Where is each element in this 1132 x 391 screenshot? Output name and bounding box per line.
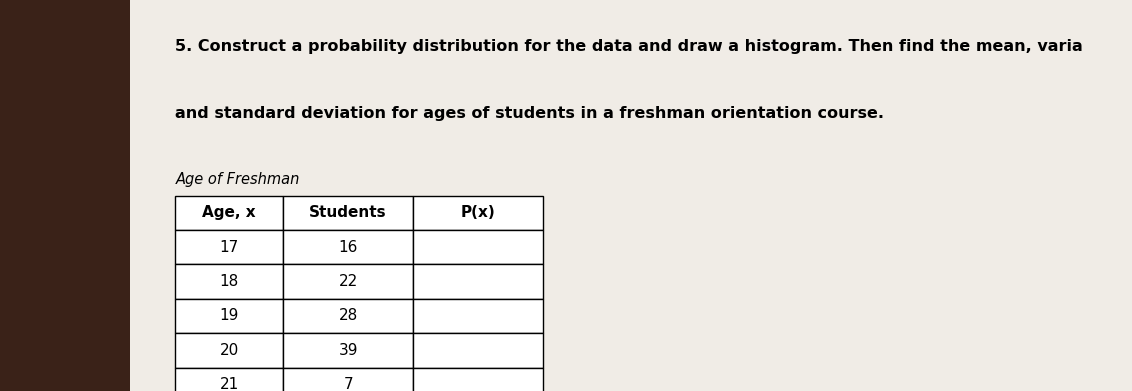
Bar — [413, 368, 543, 391]
Bar — [283, 333, 413, 368]
Text: 18: 18 — [220, 274, 239, 289]
Text: 21: 21 — [220, 377, 239, 391]
Text: 20: 20 — [220, 343, 239, 358]
Bar — [175, 230, 283, 264]
Bar — [283, 264, 413, 299]
Bar — [283, 299, 413, 333]
Bar — [413, 299, 543, 333]
Bar — [175, 368, 283, 391]
Bar — [283, 230, 413, 264]
Bar — [283, 368, 413, 391]
Text: 5. Construct a probability distribution for the data and draw a histogram. Then : 5. Construct a probability distribution … — [175, 39, 1083, 54]
Bar — [413, 230, 543, 264]
Bar — [175, 264, 283, 299]
Bar — [130, 0, 1132, 391]
Text: Age of Freshman: Age of Freshman — [175, 172, 300, 187]
Text: 7: 7 — [343, 377, 353, 391]
Text: 16: 16 — [338, 240, 358, 255]
Text: 28: 28 — [338, 308, 358, 323]
Bar — [0, 0, 130, 391]
Text: and standard deviation for ages of students in a freshman orientation course.: and standard deviation for ages of stude… — [175, 106, 884, 120]
Bar — [175, 333, 283, 368]
Text: P(x): P(x) — [461, 205, 496, 220]
Bar — [175, 299, 283, 333]
Text: 19: 19 — [220, 308, 239, 323]
Text: 22: 22 — [338, 274, 358, 289]
Bar — [175, 196, 283, 230]
Bar — [413, 196, 543, 230]
Bar — [413, 264, 543, 299]
Text: Students: Students — [309, 205, 387, 220]
Text: Age, x: Age, x — [203, 205, 256, 220]
Bar — [283, 196, 413, 230]
Text: 17: 17 — [220, 240, 239, 255]
Text: 39: 39 — [338, 343, 358, 358]
Bar — [413, 333, 543, 368]
